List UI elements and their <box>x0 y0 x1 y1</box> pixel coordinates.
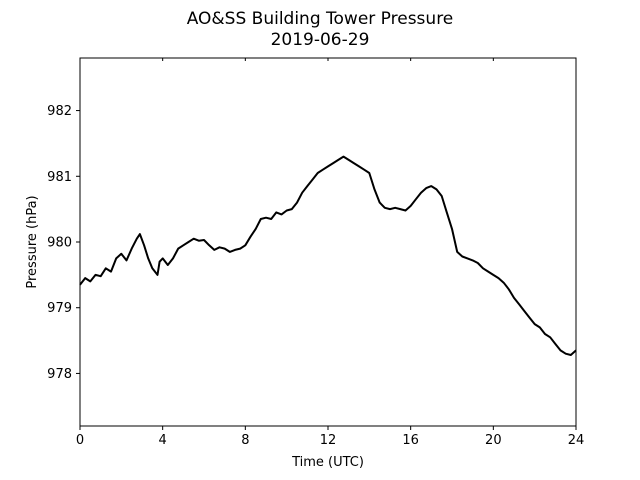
plot-area-frame <box>79 57 577 427</box>
chart-title: AO&SS Building Tower Pressure <box>187 9 454 29</box>
x-tick-label: 16 <box>402 433 419 448</box>
y-axis-ticks: 978 979 980 981 982 <box>47 104 80 382</box>
x-tick-label: 0 <box>76 433 84 448</box>
y-tick-label: 981 <box>47 170 72 185</box>
x-axis-label: Time (UTC) <box>291 455 364 470</box>
y-tick-label: 978 <box>47 367 72 382</box>
y-tick-label: 980 <box>47 236 72 251</box>
x-axis-ticks: 0 4 8 12 16 20 24 <box>76 58 584 448</box>
pressure-series-line <box>79 155 577 356</box>
x-tick-label: 24 <box>568 433 585 448</box>
x-tick-label: 20 <box>485 433 502 448</box>
x-tick-label: 8 <box>241 433 249 448</box>
y-tick-label: 979 <box>47 301 72 316</box>
x-tick-label: 12 <box>320 433 337 448</box>
chart-subtitle: 2019-06-29 <box>271 30 370 50</box>
y-tick-label: 982 <box>47 104 72 119</box>
y-axis-label: Pressure (hPa) <box>25 195 40 288</box>
x-tick-label: 4 <box>159 433 167 448</box>
